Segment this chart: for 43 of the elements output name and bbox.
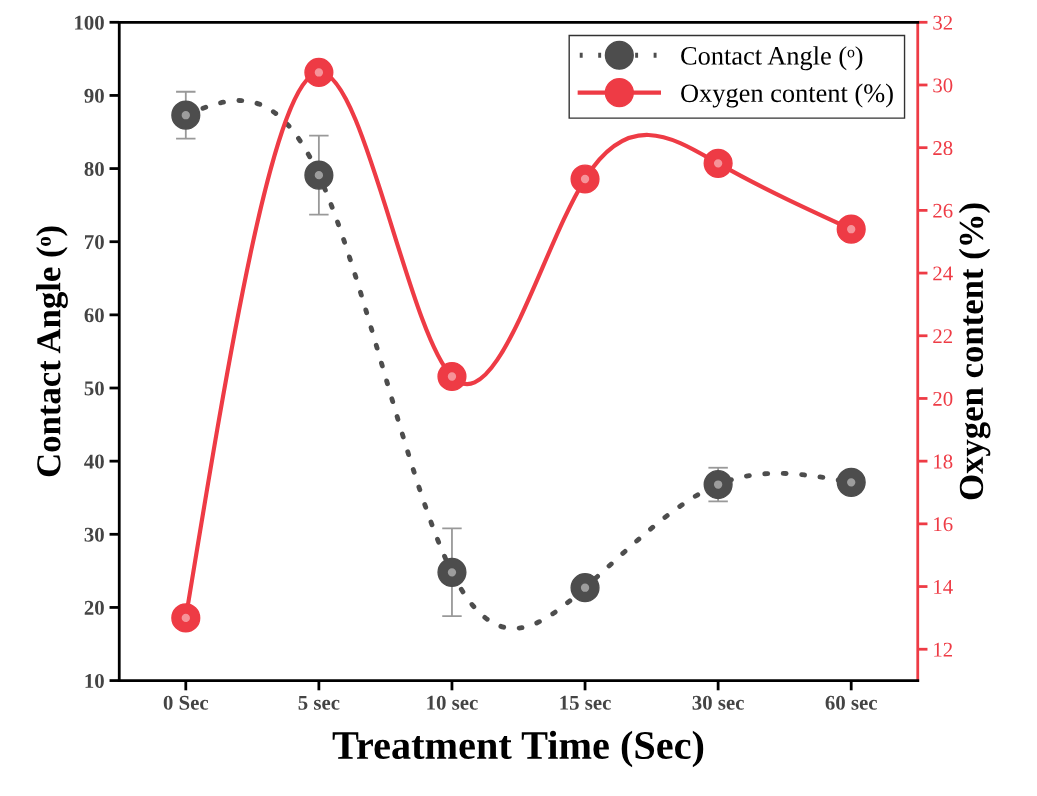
y-tick-label: 80 [84,161,104,177]
x-tick-label: 5 sec [298,695,340,710]
y-tick-label: 100 [75,15,104,30]
point [703,148,733,178]
y2-tick-label: 14 [934,580,953,594]
legend-label: Contact Angle (ᵒ) [681,46,863,71]
y-axis-title: Contact Angle (ᵒ) [36,226,68,477]
point [304,57,334,88]
point [437,361,467,392]
point [171,100,201,130]
x-tick-label: 15 sec [560,695,611,710]
y2-tick-label: 20 [933,391,953,406]
y-tick-label: 20 [84,600,104,615]
x-tick-label: 30 sec [692,695,744,710]
point [836,214,866,244]
y-tick-label: 30 [84,527,104,542]
x-tick-label: 0 Sec [163,695,209,710]
point [570,573,600,603]
y2-axis-title: Oxygen content (%) [958,203,991,500]
point [836,467,866,497]
y-tick-label: 60 [84,308,104,323]
point [304,160,334,190]
y2-tick-label: 16 [934,517,953,532]
x-tick-label: 10 sec [427,695,478,710]
y-tick-label: 50 [84,381,104,396]
y-tick-label: 10 [85,673,104,689]
x-tick-label: 60 sec [825,695,877,710]
y2-tick-label: 30 [933,78,953,93]
point [437,557,467,587]
y2-tick-label: 32 [933,15,953,30]
y2-tick-label: 26 [933,203,953,218]
point [171,603,201,633]
y-tick-label: 70 [85,235,104,250]
y2-tick-label: 22 [933,329,953,343]
y2-tick-label: 12 [934,642,953,657]
y2-tick-label: 24 [933,266,953,281]
y2-tick-label: 28 [933,141,953,156]
x-axis-title: Treatment Time (Sec) [332,730,704,768]
y2-tick-label: 18 [934,454,953,469]
legend-label: Oxygen content (%) [681,83,893,108]
point [570,164,600,194]
y-tick-label: 40 [84,454,104,469]
y-tick-label: 90 [84,88,104,103]
